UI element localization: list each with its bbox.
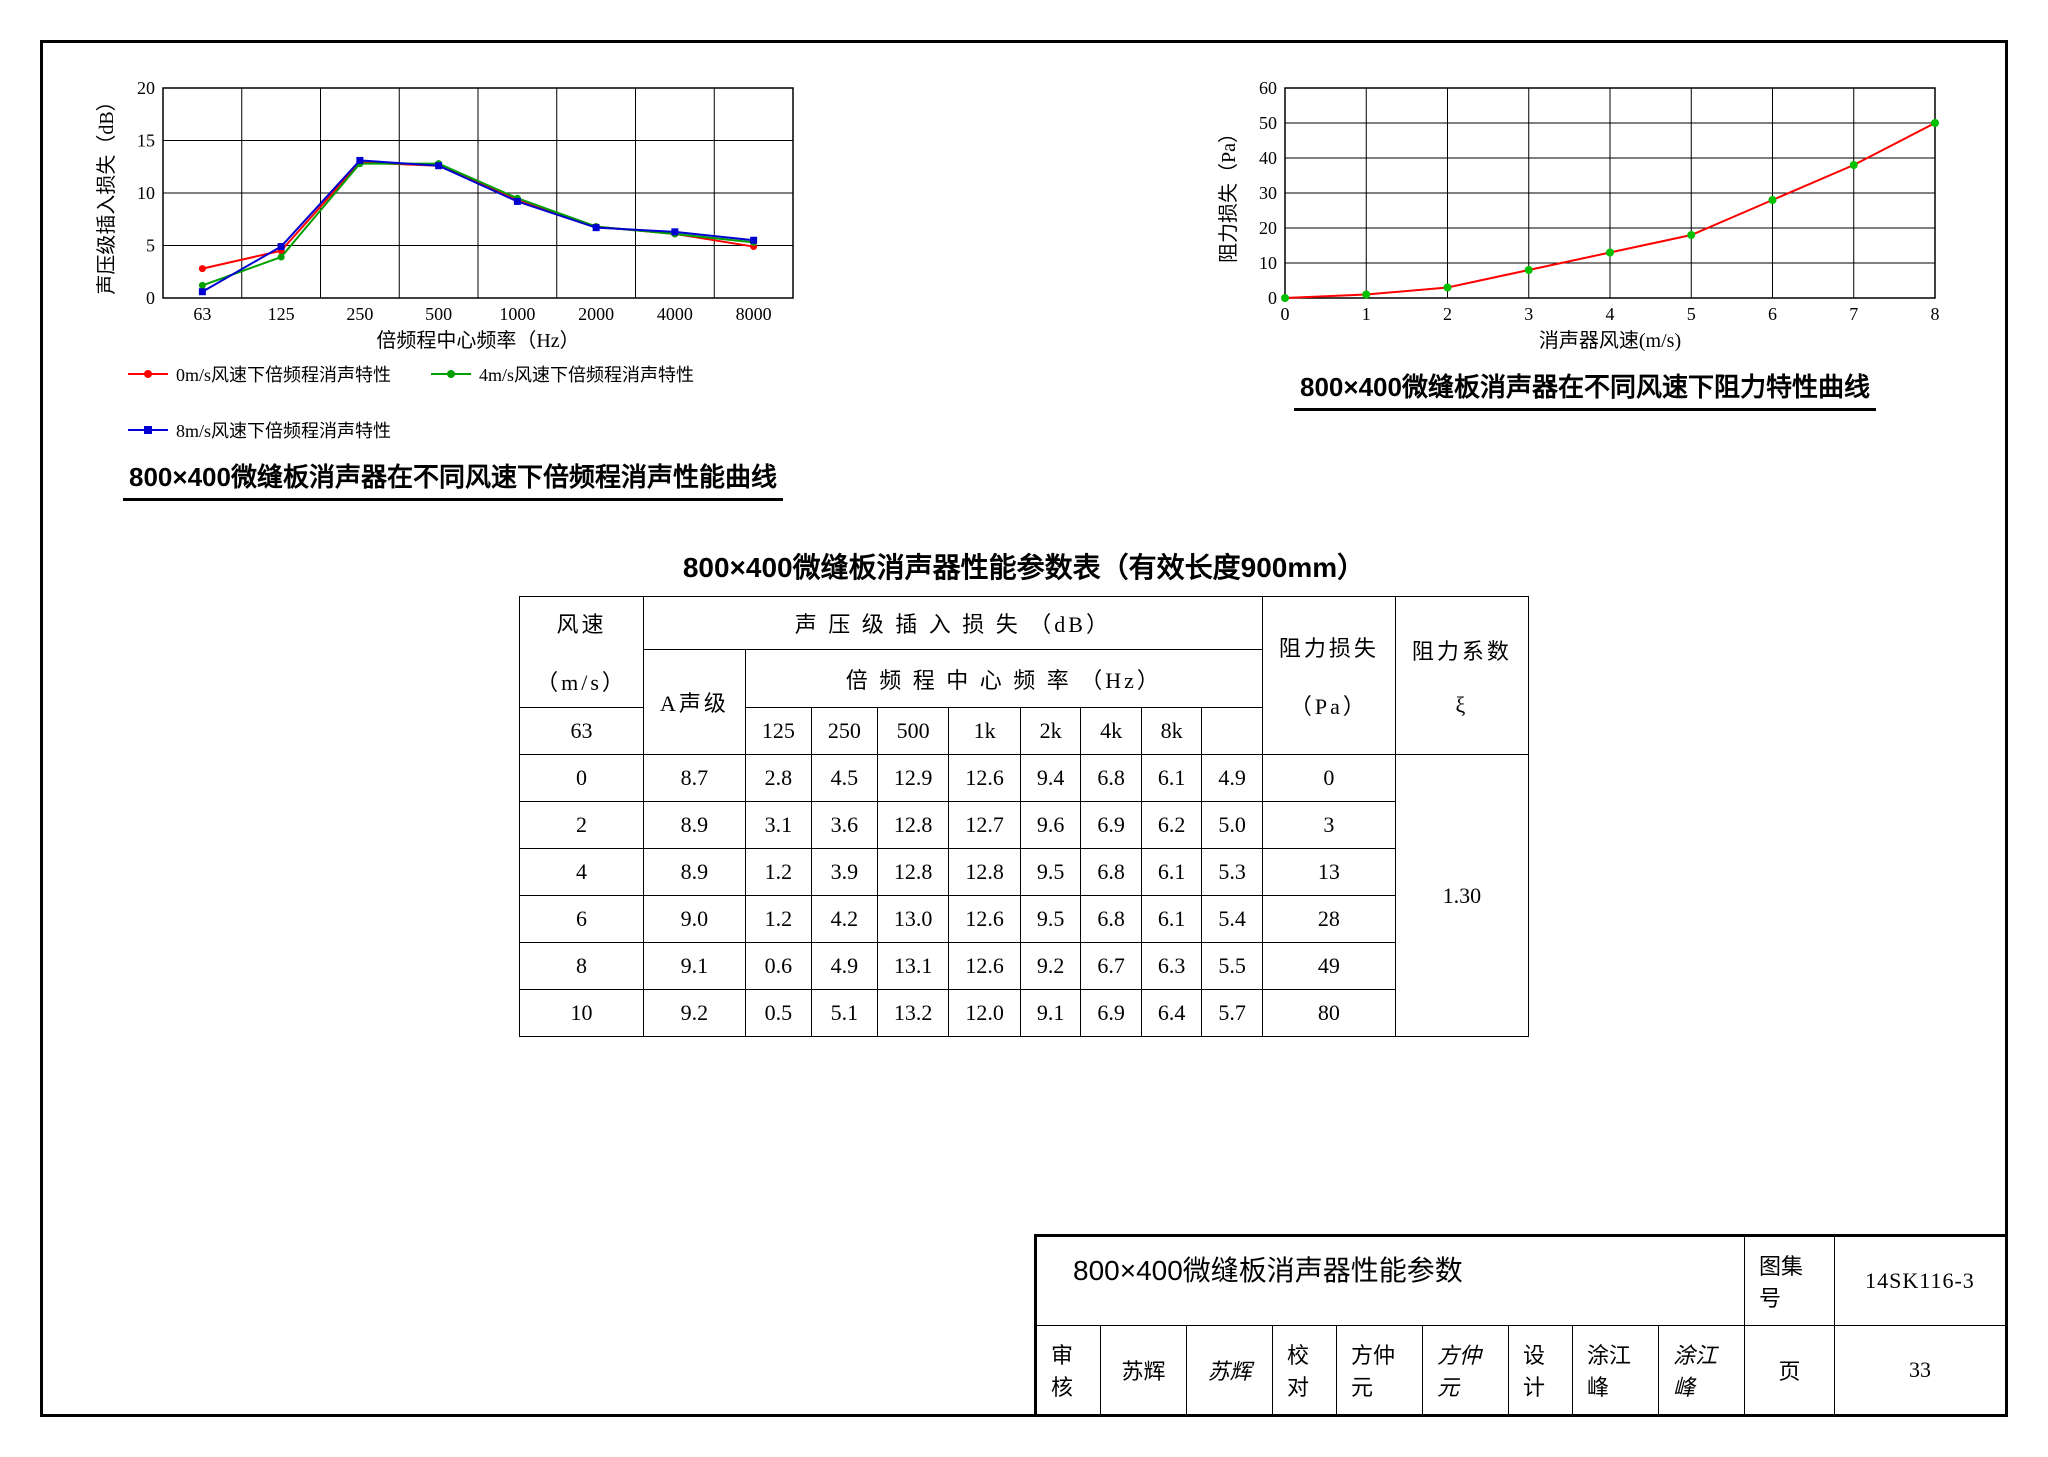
svg-text:倍频程中心频率（Hz）: 倍频程中心频率（Hz） [376, 329, 579, 352]
svg-text:7: 7 [1849, 304, 1858, 324]
legend-item: 4m/s风速下倍频程消声特性 [431, 361, 694, 387]
svg-text:0: 0 [146, 288, 155, 308]
table-title: 800×400微缝板消声器性能参数表（有效长度900mm） [683, 546, 1365, 586]
svg-text:阻力损失（Pa）: 阻力损失（Pa） [1217, 123, 1240, 263]
drawing-title: 800×400微缝板消声器性能参数 [1037, 1237, 1745, 1325]
role-signature: 方仲元 [1423, 1326, 1509, 1414]
svg-text:30: 30 [1259, 183, 1277, 203]
svg-text:0: 0 [1268, 288, 1277, 308]
role-name: 涂江峰 [1573, 1326, 1659, 1414]
chart1-svg: 0 5 10 15 20 63 125 250 500 1000 2000 4000 8000 倍频程中心… [93, 73, 813, 353]
svg-text:60: 60 [1259, 78, 1277, 98]
table-row: 109.20.55.113.212.09.16.96.45.780 [520, 990, 1529, 1037]
svg-text:声压级插入损失（dB）: 声压级插入损失（dB） [95, 91, 118, 294]
role-name: 苏辉 [1101, 1326, 1187, 1414]
role-signature: 涂江峰 [1659, 1326, 1745, 1414]
performance-table: 风速（m/s）声 压 级 插 入 损 失 （dB）阻力损失（Pa）阻力系数ξA声… [519, 596, 1529, 1037]
chart2-svg: 0 10 20 30 40 50 60 0 1 2 3 4 5 6 7 8 消声器风速(m/s) 阻力损失（Pa） [1215, 73, 1955, 353]
svg-text:1000: 1000 [499, 304, 535, 324]
table-row: 28.93.13.612.812.79.66.96.25.03 [520, 802, 1529, 849]
svg-text:40: 40 [1259, 148, 1277, 168]
chart1-legend: 0m/s风速下倍频程消声特性 4m/s风速下倍频程消声特性 8m/s风速下倍频程消声… [128, 361, 778, 443]
svg-text:50: 50 [1259, 113, 1277, 133]
svg-text:8: 8 [1931, 304, 1940, 324]
svg-text:0: 0 [1281, 304, 1290, 324]
svg-text:3: 3 [1524, 304, 1533, 324]
legend-item: 0m/s风速下倍频程消声特性 [128, 361, 391, 387]
title-block: 800×400微缝板消声器性能参数 图集号 14SK116-3 审核苏辉苏辉校对… [1034, 1234, 2008, 1417]
chart1-block: 0 5 10 15 20 63 125 250 500 1000 2000 4000 8000 倍频程中心… [93, 73, 813, 501]
book-no: 14SK116-3 [1835, 1237, 2005, 1325]
book-no-label: 图集号 [1745, 1237, 1835, 1325]
svg-text:8000: 8000 [736, 304, 772, 324]
drawing-frame: 05101520631252505001000200040008000倍频程中心… [40, 40, 2008, 1417]
svg-text:63: 63 [193, 304, 211, 324]
role-label: 设计 [1509, 1326, 1573, 1414]
svg-text:4: 4 [1606, 304, 1615, 324]
table-section: 800×400微缝板消声器性能参数表（有效长度900mm） 风速（m/s）声 压… [93, 546, 1955, 1037]
chart2-block: 0 10 20 30 40 50 60 0 1 2 3 4 5 6 7 8 消声器风速(m/s) 阻力损失（Pa）… [1215, 73, 1955, 501]
table-row: 69.01.24.213.012.69.56.86.15.428 [520, 896, 1529, 943]
page-label: 页 [1745, 1326, 1835, 1414]
svg-text:10: 10 [137, 183, 155, 203]
role-label: 校对 [1273, 1326, 1337, 1414]
svg-text:250: 250 [346, 304, 373, 324]
svg-text:20: 20 [1259, 218, 1277, 238]
chart1-title: 800×400微缝板消声器在不同风速下倍频程消声性能曲线 [123, 453, 783, 501]
svg-text:5: 5 [146, 236, 155, 256]
role-signature: 苏辉 [1187, 1326, 1273, 1414]
chart2-title: 800×400微缝板消声器在不同风速下阻力特性曲线 [1294, 363, 1876, 411]
svg-text:消声器风速(m/s): 消声器风速(m/s) [1539, 329, 1681, 352]
title-block-row2: 审核苏辉苏辉校对方仲元方仲元设计涂江峰涂江峰页33 [1037, 1325, 2005, 1414]
svg-text:500: 500 [425, 304, 452, 324]
svg-text:4000: 4000 [657, 304, 693, 324]
table-row: 89.10.64.913.112.69.26.76.35.549 [520, 943, 1529, 990]
legend-item: 8m/s风速下倍频程消声特性 [128, 417, 391, 443]
svg-text:2: 2 [1443, 304, 1452, 324]
table-row: 48.91.23.912.812.89.56.86.15.313 [520, 849, 1529, 896]
svg-text:15: 15 [137, 131, 155, 151]
table-row: 08.72.84.512.912.69.46.86.14.901.30 [520, 755, 1529, 802]
svg-text:10: 10 [1259, 253, 1277, 273]
svg-text:125: 125 [268, 304, 295, 324]
svg-text:1: 1 [1362, 304, 1371, 324]
svg-text:2000: 2000 [578, 304, 614, 324]
role-name: 方仲元 [1337, 1326, 1423, 1414]
page-no: 33 [1835, 1326, 2005, 1414]
charts-row: 05101520631252505001000200040008000倍频程中心… [93, 73, 1955, 501]
svg-text:5: 5 [1687, 304, 1696, 324]
role-label: 审核 [1037, 1326, 1101, 1414]
svg-text:20: 20 [137, 78, 155, 98]
svg-text:6: 6 [1768, 304, 1777, 324]
